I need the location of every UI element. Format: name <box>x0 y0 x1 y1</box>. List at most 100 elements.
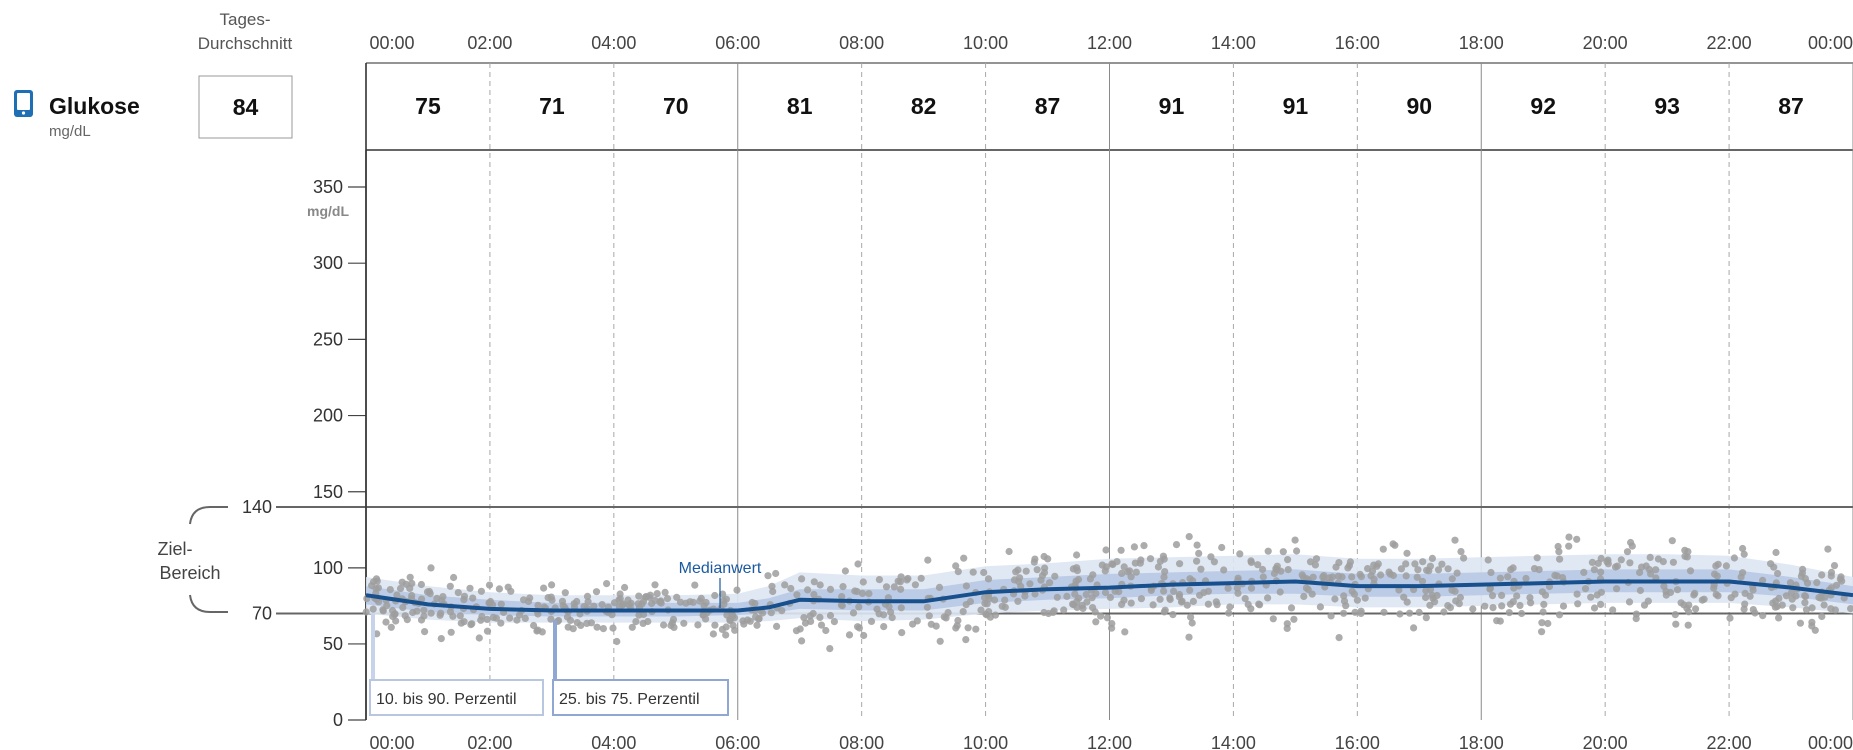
glucose-point <box>1312 555 1321 563</box>
glucose-point <box>1325 574 1333 582</box>
glucose-point <box>399 603 407 612</box>
daily-average-value: 84 <box>233 94 259 120</box>
glucose-point <box>1581 585 1590 593</box>
glucose-point <box>1771 603 1779 611</box>
glucose-point <box>1847 605 1853 613</box>
glucose-point <box>787 584 795 593</box>
glucose-point <box>598 601 606 609</box>
glucose-point <box>1183 601 1191 609</box>
glucose-point <box>1422 614 1430 622</box>
glucose-point <box>1827 568 1836 577</box>
glucose-point <box>1673 586 1682 594</box>
hour-label-top: 00:00 <box>1808 33 1853 53</box>
glucose-point <box>1597 600 1605 609</box>
glucose-point <box>1014 597 1022 605</box>
glucose-point <box>507 587 515 595</box>
glucose-point <box>1613 562 1621 570</box>
glucose-point <box>898 629 906 637</box>
glucose-point <box>772 569 780 578</box>
glucose-point <box>1283 624 1291 633</box>
glucose-point <box>722 595 731 603</box>
hour-label-bottom: 00:00 <box>369 733 414 750</box>
glucose-point <box>839 583 847 591</box>
glucose-point <box>392 617 400 625</box>
glucose-point <box>1498 591 1506 600</box>
hour-label-top: 14:00 <box>1211 33 1256 53</box>
glucose-point <box>1396 610 1404 618</box>
glucose-point <box>1587 593 1595 601</box>
glucose-point <box>460 596 468 604</box>
glucose-point <box>1669 558 1677 566</box>
glucose-point <box>1597 568 1605 576</box>
glucose-point <box>838 602 846 610</box>
glucose-point <box>427 564 435 572</box>
glucose-point <box>1448 575 1456 583</box>
hour-label-bottom: 22:00 <box>1707 733 1752 750</box>
hour-label-top: 06:00 <box>715 33 760 53</box>
glucose-point <box>1677 599 1685 607</box>
glucose-point <box>1538 628 1546 636</box>
glucose-point <box>1186 586 1194 594</box>
glucose-point <box>1259 573 1267 581</box>
glucose-point <box>1767 560 1775 568</box>
glucose-point <box>1636 586 1644 595</box>
y-tick-label: 300 <box>313 253 343 273</box>
glucose-point <box>489 601 497 609</box>
glucose-point <box>1685 601 1693 609</box>
glucose-point <box>962 636 970 644</box>
glucose-point <box>890 583 898 591</box>
glucose-point <box>1241 595 1249 603</box>
glucose-point <box>1060 606 1068 614</box>
glucose-point <box>1759 576 1767 585</box>
hour-label-bottom: 10:00 <box>963 733 1008 750</box>
glucose-point <box>1730 554 1738 562</box>
glucose-point <box>1722 562 1730 570</box>
glucose-point <box>1418 577 1427 585</box>
glucose-point <box>769 587 777 596</box>
glucose-point <box>1788 595 1796 603</box>
glucose-point <box>1749 606 1757 614</box>
glucose-point <box>362 608 370 616</box>
glucose-point <box>640 610 648 619</box>
glucose-point <box>903 576 911 584</box>
glucose-point <box>559 601 567 610</box>
glucose-point <box>800 614 808 622</box>
glucose-point <box>497 619 505 627</box>
glucose-point <box>1414 566 1422 574</box>
glucose-point <box>469 594 477 602</box>
glucose-point <box>853 587 861 596</box>
glucose-point <box>1428 554 1436 563</box>
glucose-point <box>1117 546 1125 554</box>
hour-label-bottom: 18:00 <box>1459 733 1504 750</box>
glucose-point <box>1415 608 1423 617</box>
glucose-point <box>593 623 601 631</box>
glucose-point <box>1041 564 1049 572</box>
glucose-point <box>1489 604 1497 612</box>
glucose-point <box>1538 619 1546 627</box>
glucose-point <box>1787 589 1796 597</box>
top-hour-labels: 00:00 02:00 04:00 06:00 08:00 10:00 12:00 14:00… <box>369 33 1853 53</box>
glucose-point <box>408 579 416 588</box>
glucose-point <box>561 589 569 597</box>
median-annotation: Medianwert <box>679 560 762 577</box>
glucose-point <box>855 603 863 611</box>
glucose-point <box>807 617 815 626</box>
glucose-point <box>454 589 462 597</box>
glucose-point <box>656 598 664 606</box>
y-tick-label: 200 <box>313 406 343 426</box>
glucose-point <box>583 592 592 601</box>
glucose-point <box>1820 601 1828 609</box>
glucose-point <box>1169 611 1177 619</box>
glucose-point <box>855 624 864 632</box>
glucose-point <box>1120 596 1128 604</box>
hour-label-top: 02:00 <box>467 33 512 53</box>
glucose-point <box>854 560 862 568</box>
daily-average-label-line2: Durchschnitt <box>198 34 293 53</box>
glucose-point <box>653 590 661 598</box>
glucose-point <box>1226 603 1234 611</box>
y-tick-label: 100 <box>313 558 343 578</box>
glucose-point <box>1017 582 1025 591</box>
glucose-point <box>875 576 884 584</box>
glucose-point <box>962 582 971 590</box>
glucose-point <box>1308 590 1316 598</box>
